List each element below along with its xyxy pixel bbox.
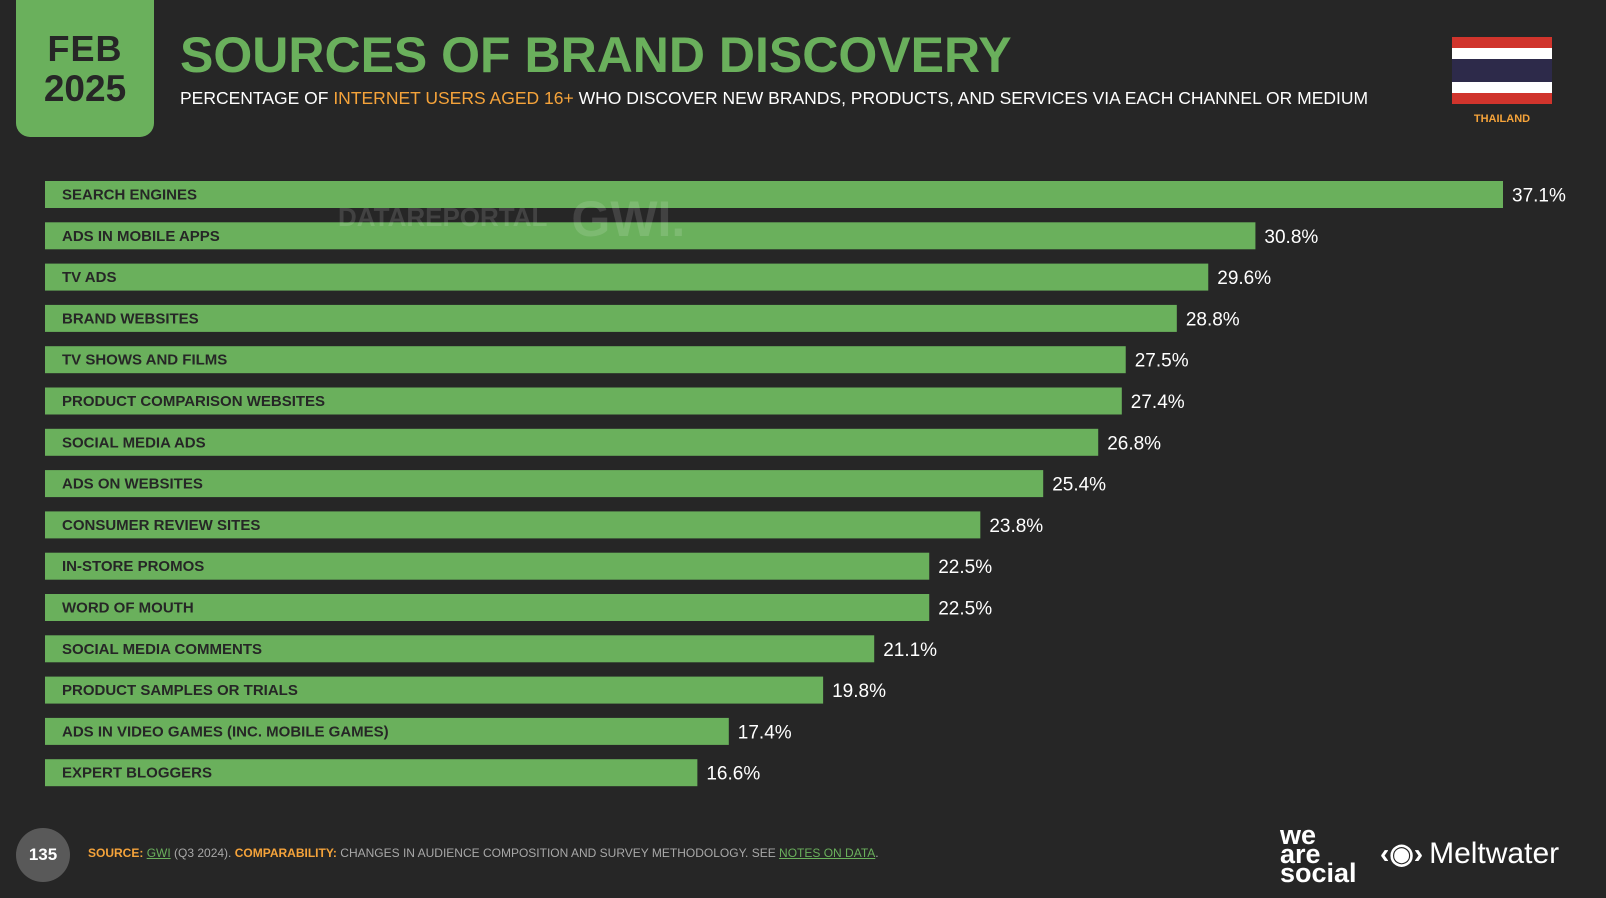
source-period: (Q3 2024).	[170, 846, 235, 860]
bar-category-label: SEARCH ENGINES	[62, 187, 197, 204]
bar-value-label: 21.1%	[883, 640, 937, 661]
bar	[45, 304, 1177, 332]
bar-value-label: 27.4%	[1131, 392, 1185, 413]
bar-row: PRODUCT COMPARISON WEBSITES 27.4%	[45, 387, 1185, 415]
bar-value-label: 37.1%	[1512, 186, 1566, 207]
bar-category-label: ADS IN VIDEO GAMES (INC. MOBILE GAMES)	[62, 723, 389, 740]
bar	[45, 717, 729, 745]
page-title: SOURCES OF BRAND DISCOVERY	[180, 27, 1012, 83]
bar	[45, 181, 1503, 208]
bar	[45, 511, 981, 539]
bar-row: TV ADS 29.6%	[45, 263, 1271, 291]
bar-value-label: 28.8%	[1186, 309, 1240, 330]
subtitle-highlight: INTERNET USERS AGED 16+	[333, 88, 574, 108]
subtitle-post: WHO DISCOVER NEW BRANDS, PRODUCTS, AND S…	[573, 88, 1369, 108]
bar	[45, 263, 1209, 291]
source-note: SOURCE: GWI (Q3 2024). COMPARABILITY: CH…	[88, 846, 879, 860]
bar-row: IN-STORE PROMOS 22.5%	[45, 552, 992, 580]
bar-value-label: 30.8%	[1264, 227, 1318, 248]
bar-chart: SEARCH ENGINES 37.1% ADS IN MOBILE APPS 30.…	[45, 181, 1566, 787]
thailand-flag-icon	[1452, 37, 1552, 104]
bar-row: WORD OF MOUTH 22.5%	[45, 594, 992, 621]
bar-row: CONSUMER REVIEW SITES 23.8%	[45, 511, 1043, 539]
bar-row: ADS IN MOBILE APPS 30.8%	[45, 222, 1318, 250]
date-year: 2025	[43, 68, 127, 109]
we-are-social-line1: we	[1280, 820, 1317, 850]
comparability-label: COMPARABILITY:	[234, 846, 337, 860]
watermark: DATAREPORTAL GWI.	[338, 190, 685, 248]
watermark-gwi: GWI.	[571, 191, 686, 247]
bar-value-label: 17.4%	[738, 722, 792, 743]
bar	[45, 428, 1099, 456]
bar-category-label: WORD OF MOUTH	[62, 600, 194, 617]
bar	[45, 635, 875, 663]
notes-end: .	[875, 846, 879, 860]
notes-on-data-link[interactable]: NOTES ON DATA	[779, 846, 876, 860]
bar-row: EXPERT BLOGGERS 16.6%	[45, 759, 760, 787]
bar-category-label: SOCIAL MEDIA ADS	[62, 434, 206, 451]
bar-value-label: 16.6%	[706, 764, 760, 785]
bar-value-label: 25.4%	[1052, 475, 1106, 496]
bar-value-label: 22.5%	[938, 599, 992, 620]
comparability-text: CHANGES IN AUDIENCE COMPOSITION AND SURV…	[336, 846, 780, 860]
bar-value-label: 19.8%	[832, 681, 886, 702]
bar-category-label: TV SHOWS AND FILMS	[62, 352, 227, 369]
we-are-social-line2: are	[1280, 839, 1321, 869]
bar-value-label: 29.6%	[1217, 268, 1271, 289]
bar-row: ADS IN VIDEO GAMES (INC. MOBILE GAMES) 17…	[45, 717, 792, 745]
meltwater-name: Meltwater	[1429, 837, 1560, 870]
bar-category-label: TV ADS	[62, 269, 116, 286]
bar-category-label: PRODUCT SAMPLES OR TRIALS	[62, 682, 298, 699]
bar-value-label: 22.5%	[938, 557, 992, 578]
page-number: 135	[16, 828, 70, 882]
subtitle-pre: PERCENTAGE OF	[180, 88, 334, 108]
bar-category-label: EXPERT BLOGGERS	[62, 765, 212, 782]
bar	[45, 759, 698, 787]
bar-row: SOCIAL MEDIA ADS 26.8%	[45, 428, 1161, 456]
bar-category-label: SOCIAL MEDIA COMMENTS	[62, 641, 262, 658]
source-label: SOURCE:	[88, 846, 144, 860]
bar-category-label: CONSUMER REVIEW SITES	[62, 517, 260, 534]
bar-category-label: BRAND WEBSITES	[62, 310, 199, 327]
bar	[45, 676, 824, 704]
bar	[45, 387, 1122, 415]
page-subtitle: PERCENTAGE OF INTERNET USERS AGED 16+ WH…	[180, 88, 1368, 109]
bar-category-label: ADS ON WEBSITES	[62, 476, 203, 493]
footer: 135 SOURCE: GWI (Q3 2024). COMPARABILITY…	[0, 810, 1606, 888]
bar-category-label: ADS IN MOBILE APPS	[62, 228, 220, 245]
bar-row: ADS ON WEBSITES 25.4%	[45, 470, 1106, 498]
source-gwi-link[interactable]: GWI	[146, 846, 171, 860]
date-month: FEB	[47, 28, 123, 69]
country-label: THAILAND	[1473, 113, 1531, 125]
bar	[45, 222, 1256, 250]
bar-value-label: 23.8%	[989, 516, 1043, 537]
bar-value-label: 27.5%	[1135, 351, 1189, 372]
meltwater-logo: ‹◉› Meltwater	[1380, 837, 1559, 871]
bar-category-label: PRODUCT COMPARISON WEBSITES	[62, 393, 325, 410]
bar-row: PRODUCT SAMPLES OR TRIALS 19.8%	[45, 676, 886, 704]
bar-value-label: 26.8%	[1107, 433, 1161, 454]
we-are-social-logo: we are social	[1280, 820, 1357, 888]
bar-row: SOCIAL MEDIA COMMENTS 21.1%	[45, 635, 937, 663]
bar	[45, 594, 930, 621]
bar-row: BRAND WEBSITES 28.8%	[45, 304, 1240, 332]
bar-row: SEARCH ENGINES 37.1%	[45, 181, 1566, 208]
meltwater-logo-icon: ‹◉›	[1380, 838, 1424, 869]
date-badge: FEB 2025	[16, 0, 154, 137]
bar-category-label: IN-STORE PROMOS	[62, 558, 204, 575]
bar	[45, 346, 1126, 374]
we-are-social-line3: social	[1280, 858, 1357, 888]
bar-row: TV SHOWS AND FILMS 27.5%	[45, 346, 1189, 374]
bar	[45, 470, 1044, 498]
watermark-datareportal: DATAREPORTAL	[338, 202, 548, 232]
bar	[45, 552, 930, 580]
